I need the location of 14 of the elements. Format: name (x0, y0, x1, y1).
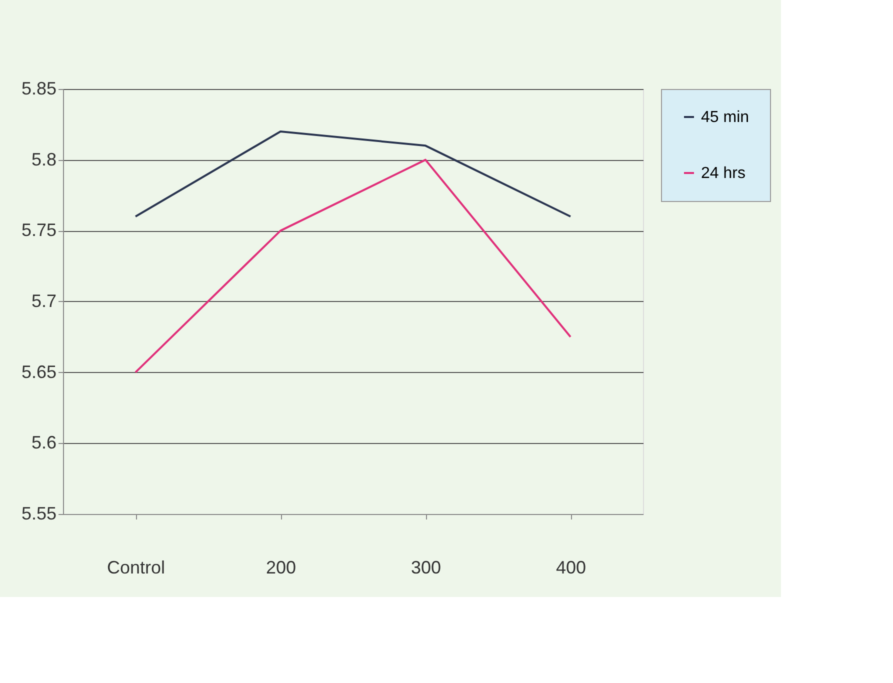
y-tick-label: 5.6 (31, 432, 56, 453)
y-tick-label: 5.7 (31, 291, 56, 311)
y-tick-label: 5.55 (21, 504, 56, 524)
x-tick-label: 200 (266, 558, 296, 578)
x-tick-label: 400 (556, 558, 586, 578)
legend-label: 45 min (701, 109, 750, 126)
y-tick-label: 5.65 (21, 362, 56, 382)
line-series (134, 158, 572, 374)
x-tick-label: 300 (410, 558, 442, 578)
x-tick-label: Control (106, 558, 166, 578)
y-tick-label: 5.8 (31, 149, 56, 170)
y-tick-label: 5.85 (21, 78, 56, 98)
y-tick-label: 5.75 (21, 220, 56, 240)
legend-label: 24 hrs (701, 165, 746, 182)
